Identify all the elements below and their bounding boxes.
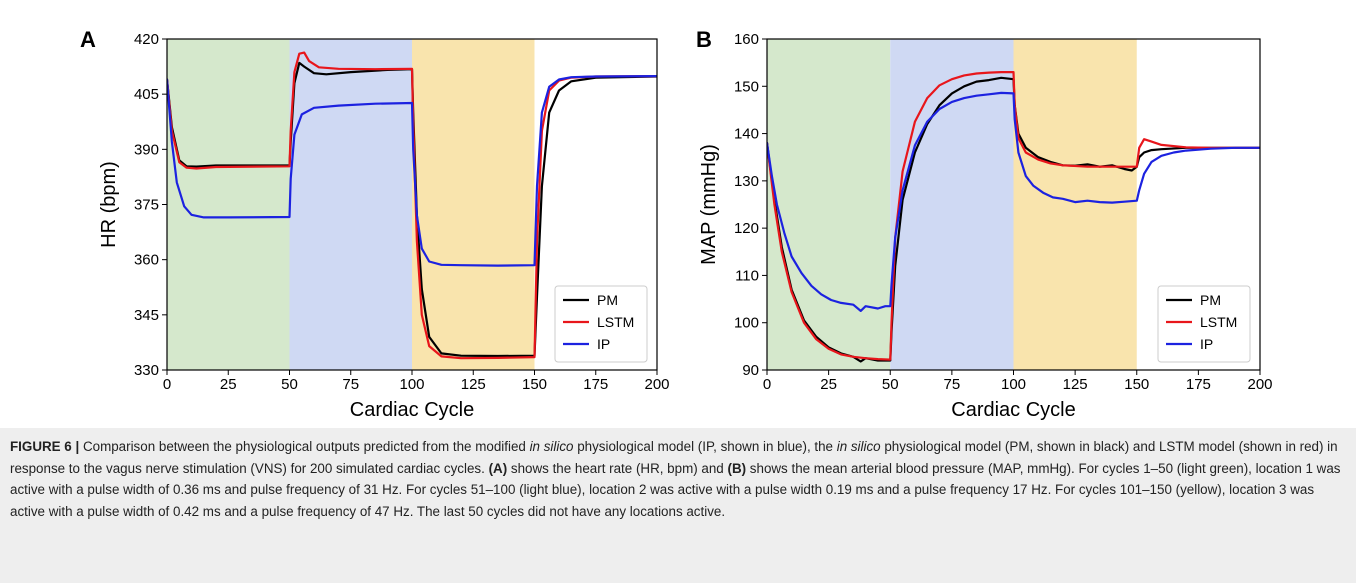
figure: 0 25 50 75 100 125 150 175 200 330 345 360 375 390 405… — [80, 27, 1273, 421]
shaded-region-3 — [412, 39, 535, 370]
legend: PM LSTM IP — [1157, 285, 1251, 363]
panel-label: B — [696, 27, 712, 52]
x-tick-label: 125 — [461, 376, 486, 393]
y-tick-label: 130 — [734, 173, 759, 190]
caption-italic: in silico — [529, 439, 574, 454]
y-tick-label: 375 — [134, 197, 159, 214]
caption-text: shows the mean arterial blood pressure (… — [10, 460, 1341, 519]
y-tick-label: 330 — [134, 362, 159, 379]
x-tick-label: 150 — [1124, 376, 1149, 393]
y-tick-label: 140 — [734, 126, 759, 143]
x-axis-label: Cardiac Cycle — [951, 399, 1075, 420]
x-tick-label: 125 — [1063, 376, 1088, 393]
caption-text: shows the heart rate (HR, bpm) and — [507, 460, 728, 476]
caption-panel-ref-a: (A) — [488, 460, 508, 476]
x-tick-label: 150 — [522, 376, 547, 393]
y-tick-label: 360 — [134, 252, 159, 269]
x-axis-label: Cardiac Cycle — [350, 399, 474, 420]
legend-label-ip: IP — [597, 336, 610, 352]
y-tick-label: 110 — [735, 267, 759, 284]
figure-caption: FIGURE 6 | Comparison between the physio… — [10, 436, 1346, 522]
y-axis-label: HR (bpm) — [98, 161, 120, 248]
legend-label-lstm: LSTM — [597, 314, 634, 330]
series-line-lstm — [167, 51, 657, 360]
legend: PM LSTM IP — [554, 285, 648, 363]
panel-label: A — [80, 27, 96, 52]
x-tick-label: 100 — [1001, 376, 1026, 393]
legend-label-pm: PM — [597, 292, 618, 308]
x-tick-label: 175 — [1186, 376, 1211, 393]
figure-caption-box: FIGURE 6 | Comparison between the physio… — [0, 428, 1356, 583]
caption-text: Comparison between the physiological out… — [79, 439, 530, 454]
shaded-region-1 — [167, 39, 290, 370]
series-line-ip — [767, 91, 1260, 312]
x-tick-label: 75 — [944, 376, 961, 393]
y-tick-label: 90 — [742, 362, 759, 379]
y-axis-label: MAP (mmHg) — [698, 144, 720, 265]
x-tick-label: 25 — [820, 376, 837, 393]
x-tick-label: 75 — [342, 376, 359, 393]
x-tick-label: 50 — [281, 376, 298, 393]
shaded-region-1 — [767, 39, 891, 370]
y-tick-label: 390 — [134, 141, 159, 158]
y-tick-label: 120 — [734, 220, 759, 237]
y-tick-label: 160 — [734, 31, 759, 48]
legend-label-pm: PM — [1200, 292, 1221, 308]
caption-italic: in silico — [836, 439, 881, 454]
shaded-region-2 — [289, 39, 412, 370]
x-tick-label: 50 — [882, 376, 899, 393]
shaded-region-3 — [1013, 39, 1137, 370]
x-tick-label: 200 — [1247, 376, 1272, 393]
x-tick-label: 100 — [399, 376, 424, 393]
x-tick-label: 200 — [644, 376, 669, 393]
shaded-region-2 — [890, 39, 1014, 370]
y-tick-label: 100 — [734, 315, 759, 332]
chart-panel-b: 0 25 50 75 100 125 150 175 200 90 100 110 120 130 140 1… — [696, 27, 1273, 421]
y-tick-label: 420 — [134, 31, 159, 48]
y-tick-label: 150 — [734, 78, 759, 95]
caption-label: FIGURE 6 | — [10, 439, 80, 454]
legend-label-ip: IP — [1200, 336, 1213, 352]
x-tick-label: 0 — [763, 376, 771, 393]
x-tick-label: 25 — [220, 376, 237, 393]
x-tick-label: 0 — [163, 376, 171, 393]
series-lines — [167, 51, 657, 360]
caption-text: physiological model (PM, shown in black)… — [10, 439, 1338, 476]
caption-panel-ref-b: (B) — [727, 460, 747, 476]
x-tick-label: 175 — [583, 376, 608, 393]
y-tick-label: 345 — [134, 307, 159, 324]
y-tick-label: 405 — [134, 86, 159, 103]
series-line-ip — [167, 74, 657, 267]
caption-text: physiological model (IP, shown in blue),… — [573, 439, 837, 454]
series-line-lstm — [767, 70, 1260, 361]
chart-canvas: 0 25 50 75 100 125 150 175 200 330 345 360 375 390 405… — [80, 27, 1273, 421]
series-lines — [767, 70, 1260, 363]
chart-panel-a: 0 25 50 75 100 125 150 175 200 330 345 360 375 390 405… — [80, 27, 670, 421]
legend-label-lstm: LSTM — [1200, 314, 1237, 330]
